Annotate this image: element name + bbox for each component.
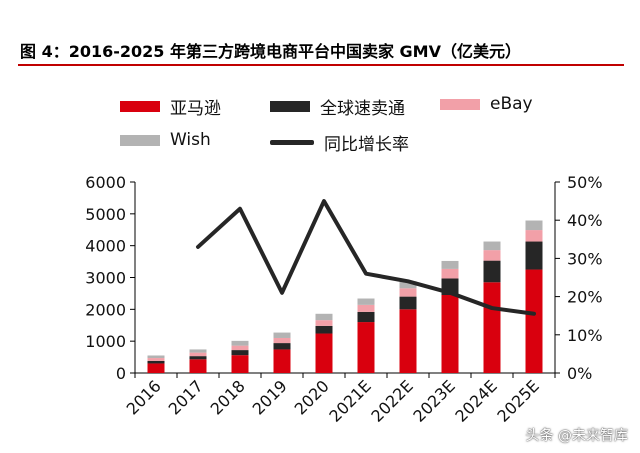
y-right-tick-label: 0% bbox=[567, 364, 592, 383]
bar-segment-amazon bbox=[525, 269, 543, 373]
bar-segment-amazon bbox=[441, 295, 459, 373]
y-left-tick-label: 3000 bbox=[85, 269, 126, 288]
x-tick-label: 2019 bbox=[249, 376, 291, 418]
legend-label-wish: Wish bbox=[170, 130, 211, 150]
bar-segment-wish bbox=[399, 281, 417, 289]
bar-segment-amazon bbox=[315, 333, 333, 373]
bar-segment-amazon bbox=[483, 282, 501, 373]
bar-segment-wish bbox=[315, 313, 333, 321]
chart-title: 图 4：2016-2025 年第三方跨境电商平台中国卖家 GMV（亿美元） bbox=[20, 42, 521, 61]
x-tick-label: 2023E bbox=[409, 376, 458, 425]
bar-segment-ebay bbox=[525, 230, 543, 242]
y-left-tick-label: 4000 bbox=[85, 237, 126, 256]
bar-segment-aliexpress bbox=[189, 356, 207, 360]
legend-item-aliexpress: 全球速卖通 bbox=[270, 94, 405, 119]
title-divider bbox=[18, 64, 624, 66]
x-tick-label: 2018 bbox=[207, 376, 249, 418]
bar-segment-ebay bbox=[147, 358, 165, 361]
legend-swatch-amazon bbox=[120, 101, 160, 112]
bar-segment-wish bbox=[231, 340, 249, 346]
growth-rate-point bbox=[365, 273, 367, 275]
bar-segment-ebay bbox=[189, 352, 207, 357]
x-tick-label: 2025E bbox=[493, 376, 542, 425]
y-left-tick-label: 5000 bbox=[85, 205, 126, 224]
legend-item-growth: 同比增长率 bbox=[270, 130, 409, 155]
x-tick-label: 2016 bbox=[123, 376, 165, 418]
bar-segment-amazon bbox=[399, 309, 417, 373]
y-right-tick-label: 30% bbox=[567, 249, 603, 268]
growth-rate-point bbox=[197, 246, 199, 248]
bar-segment-amazon bbox=[357, 322, 375, 373]
bar-segment-wish bbox=[357, 298, 375, 305]
bar-segment-amazon bbox=[231, 355, 249, 373]
bar-segment-aliexpress bbox=[483, 260, 501, 283]
x-tick-label: 2021E bbox=[325, 376, 374, 425]
watermark: 头条 @未来智库 bbox=[525, 428, 628, 444]
bar-segment-aliexpress bbox=[231, 350, 249, 356]
bar-segment-amazon bbox=[273, 349, 291, 373]
legend: 亚马逊 全球速卖通 eBay Wish 同比增长率 bbox=[120, 94, 560, 158]
bar-segment-aliexpress bbox=[525, 241, 543, 270]
bar-segment-ebay bbox=[315, 320, 333, 326]
x-tick-label: 2024E bbox=[451, 376, 500, 425]
y-left-tick-label: 2000 bbox=[85, 300, 126, 319]
legend-swatch-ebay bbox=[440, 98, 480, 110]
legend-item-ebay: eBay bbox=[440, 94, 533, 114]
y-left-tick-label: 1000 bbox=[85, 332, 126, 351]
bar-segment-wish bbox=[147, 355, 165, 359]
bar-segment-ebay bbox=[399, 288, 417, 297]
growth-rate-point bbox=[281, 292, 283, 294]
growth-rate-point bbox=[407, 280, 409, 282]
bar-segment-ebay bbox=[441, 268, 459, 279]
legend-swatch-wish bbox=[120, 134, 160, 146]
y-right-tick-label: 40% bbox=[567, 211, 603, 230]
legend-swatch-growth bbox=[270, 140, 314, 145]
x-tick-label: 2022E bbox=[367, 376, 416, 425]
bar-segment-amazon bbox=[147, 363, 165, 373]
bar-segment-aliexpress bbox=[273, 343, 291, 350]
growth-rate-point bbox=[449, 292, 451, 294]
bar-segment-ebay bbox=[273, 337, 291, 344]
growth-rate-point bbox=[323, 200, 325, 202]
bar-segment-aliexpress bbox=[315, 325, 333, 334]
y-right-tick-label: 20% bbox=[567, 288, 603, 307]
bar-segment-wish bbox=[273, 332, 291, 338]
legend-label-growth: 同比增长率 bbox=[324, 135, 409, 155]
bar-segment-amazon bbox=[189, 359, 207, 373]
legend-item-wish: Wish bbox=[120, 130, 211, 150]
legend-label-amazon: 亚马逊 bbox=[170, 99, 221, 119]
growth-rate-point bbox=[533, 313, 535, 315]
bar-segment-aliexpress bbox=[399, 296, 417, 310]
bar-segment-wish bbox=[441, 260, 459, 269]
y-left-tick-label: 0 bbox=[116, 364, 126, 383]
bar-segment-wish bbox=[483, 241, 501, 251]
bar-segment-aliexpress bbox=[147, 360, 165, 364]
bar-segment-ebay bbox=[483, 250, 501, 261]
bar-segment-wish bbox=[525, 220, 543, 231]
bar-segment-wish bbox=[189, 349, 207, 353]
growth-rate-point bbox=[491, 307, 493, 309]
legend-swatch-aliexpress bbox=[270, 101, 310, 112]
legend-label-aliexpress: 全球速卖通 bbox=[320, 99, 405, 119]
bar-segment-ebay bbox=[231, 345, 249, 351]
bar-segment-ebay bbox=[357, 304, 375, 312]
y-left-tick-label: 6000 bbox=[85, 173, 126, 192]
legend-label-ebay: eBay bbox=[490, 94, 533, 114]
y-right-tick-label: 50% bbox=[567, 173, 603, 192]
legend-item-amazon: 亚马逊 bbox=[120, 94, 221, 119]
growth-rate-point bbox=[239, 208, 241, 210]
bar-segment-aliexpress bbox=[357, 311, 375, 323]
y-right-tick-label: 10% bbox=[567, 326, 603, 345]
x-tick-label: 2017 bbox=[165, 376, 207, 418]
